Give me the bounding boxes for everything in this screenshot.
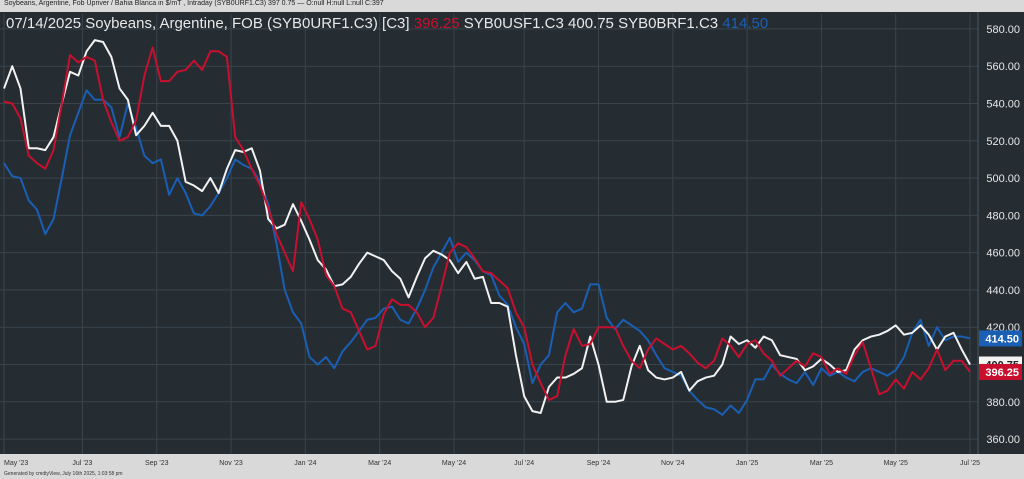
legend-series2-label: SYB0USF1.C3	[463, 15, 564, 32]
y-axis: 360.00380.00400.00420.00440.00460.00480.…	[986, 24, 1020, 446]
y-tick-label: 440.00	[986, 285, 1020, 297]
x-tick-label: Jul '25	[960, 460, 980, 467]
x-tick-label: Jan '24	[294, 460, 316, 467]
chart-info-line: Soybeans, Argentine, Fob Upriver / Bahia…	[4, 0, 384, 7]
x-tick-label: Sep '24	[587, 460, 611, 467]
x-tick-label: Sep '23	[145, 460, 169, 467]
series-line-syb0urf1-c3	[3, 46, 971, 401]
last-price-value: 396.25	[985, 367, 1019, 379]
x-tick-label: May '24	[442, 460, 466, 467]
x-axis: May '23 Jul '23 Sep '23 Nov '23 Jan '24 Mar '…	[4, 460, 980, 467]
y-tick-label: 500.00	[986, 173, 1020, 185]
x-tick-label: Mar '24	[368, 460, 391, 467]
y-tick-label: 560.00	[986, 61, 1020, 73]
legend: 07/14/2025 Soybeans, Argentine, FOB (SYB…	[6, 15, 768, 32]
last-price-value: 414.50	[985, 333, 1019, 345]
y-tick-label: 520.00	[986, 136, 1020, 148]
legend-series3-label: SYB0BRF1.C3	[618, 15, 719, 32]
generated-note: Generated by cmdtyView, July 16th 2025, …	[4, 471, 123, 477]
x-tick-label: Nov '24	[661, 460, 685, 467]
legend-date-title: 07/14/2025 Soybeans, Argentine, FOB (SYB…	[6, 15, 410, 32]
legend-series1-value: 396.25	[413, 15, 460, 32]
y-tick-label: 580.00	[986, 24, 1020, 36]
legend-series2-value: 400.75	[568, 15, 614, 32]
plot-area	[0, 12, 978, 454]
series-line-syb0usf1-c3	[3, 39, 971, 414]
series-layer	[3, 39, 971, 416]
y-axis-panel	[978, 12, 1024, 454]
y-tick-label: 480.00	[986, 210, 1020, 222]
legend-series3-value: 414.50	[722, 15, 769, 32]
x-tick-label: Jul '24	[514, 460, 534, 467]
y-tick-label: 540.00	[986, 98, 1020, 110]
x-tick-label: May '25	[884, 460, 908, 467]
x-tick-label: Jan '25	[736, 460, 758, 467]
x-tick-label: Nov '23	[219, 460, 243, 467]
last-price-badge	[979, 363, 1022, 380]
x-tick-label: Mar '25	[810, 460, 833, 467]
x-tick-label: Jul '23	[72, 460, 92, 467]
last-price-badge	[979, 330, 1022, 347]
y-tick-label: 380.00	[986, 397, 1020, 409]
x-tick-label: May '23	[4, 460, 28, 467]
y-tick-label: 360.00	[986, 434, 1020, 446]
y-tick-label: 460.00	[986, 248, 1020, 260]
